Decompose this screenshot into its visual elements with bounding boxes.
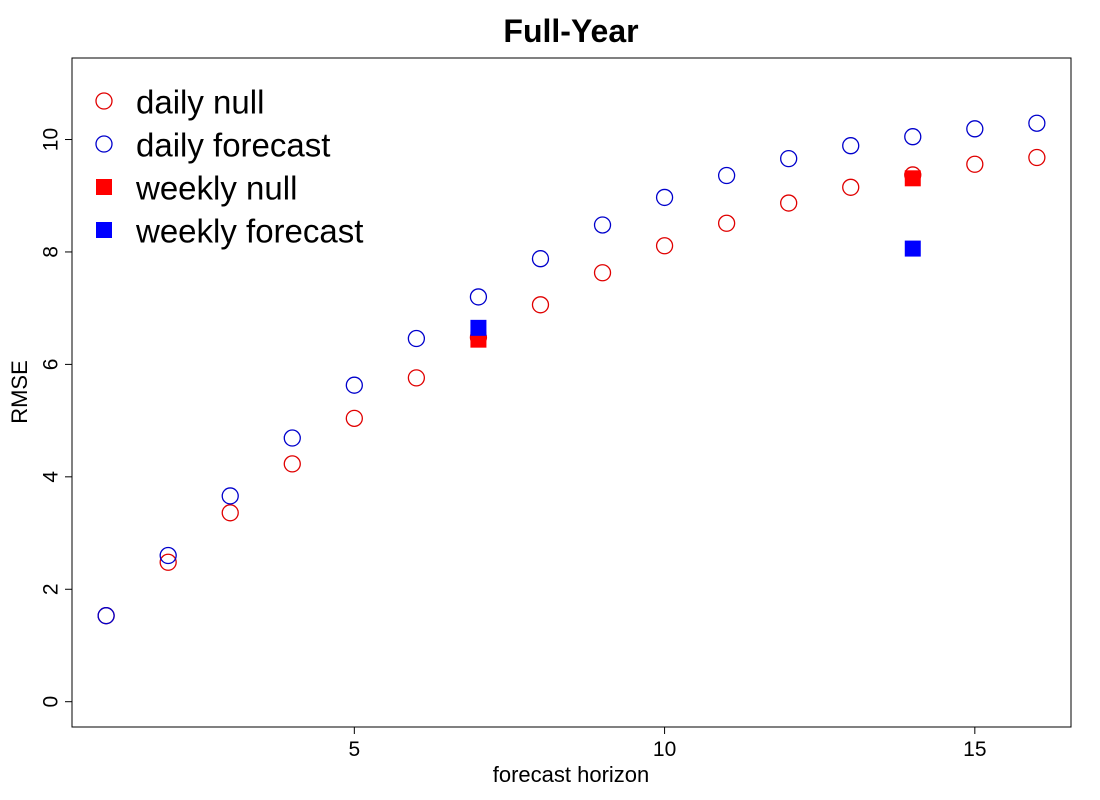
legend: daily null daily forecast weekly null weekl… [95,84,363,250]
data-point-circle [1028,148,1046,167]
legend-label: weekly forecast [135,213,363,250]
y-tick-label: 2 [40,583,63,595]
x-tick-label: 5 [348,738,360,761]
y-tick-label: 10 [40,128,63,151]
data-point-circle [221,487,239,505]
legend-circle-swatch [95,135,113,153]
data-point-circle [717,214,736,232]
data-point-circle [531,250,550,268]
data-point-circle [283,455,301,473]
data-point-circle [593,216,612,234]
legend-square-swatch [96,222,112,238]
legend-label: weekly null [135,170,297,207]
x-tick-label: 15 [963,738,986,761]
legend-square-swatch [96,179,112,195]
data-point-circle [345,409,363,428]
y-tick-label: 0 [40,696,63,708]
data-point-circle [655,237,674,255]
x-axis-label: forecast horizon [493,762,650,787]
y-axis: 0 2 4 6 8 10 [40,128,73,708]
data-point-circle [842,137,860,155]
data-point-circle [780,149,798,168]
data-point-square [904,240,921,257]
data-point-circle [531,296,550,314]
data-point-circle [966,155,984,173]
data-point-circle [283,429,301,447]
legend-circle-swatch [95,92,113,110]
data-point-circle [655,188,674,207]
x-axis: 5 10 15 [348,726,987,761]
data-point-circle [1028,114,1046,132]
data-point-circle [97,607,115,625]
data-point-circle [780,194,798,212]
chart-title: Full-Year [503,13,638,49]
data-point-circle [904,128,922,146]
data-point-circle [159,546,177,565]
data-point-square [470,319,487,336]
y-axis-label: RMSE [7,360,32,424]
data-point-circle [345,376,363,394]
y-tick-label: 4 [40,471,63,483]
legend-label: daily forecast [136,127,330,164]
data-point-circle [966,120,984,138]
data-point-circle [469,288,488,306]
data-point-circle [717,166,736,185]
data-point-circle [842,178,860,196]
y-tick-label: 6 [40,359,63,371]
data-point-circle [593,264,612,282]
data-point-circle [221,504,239,522]
x-tick-label: 10 [653,738,676,761]
y-tick-label: 8 [40,246,63,258]
data-point-circle [407,329,426,348]
legend-label: daily null [136,84,264,121]
data-point-square [904,170,921,187]
data-point-circle [407,369,426,387]
data-points [97,114,1046,625]
data-point-circle [159,553,177,571]
